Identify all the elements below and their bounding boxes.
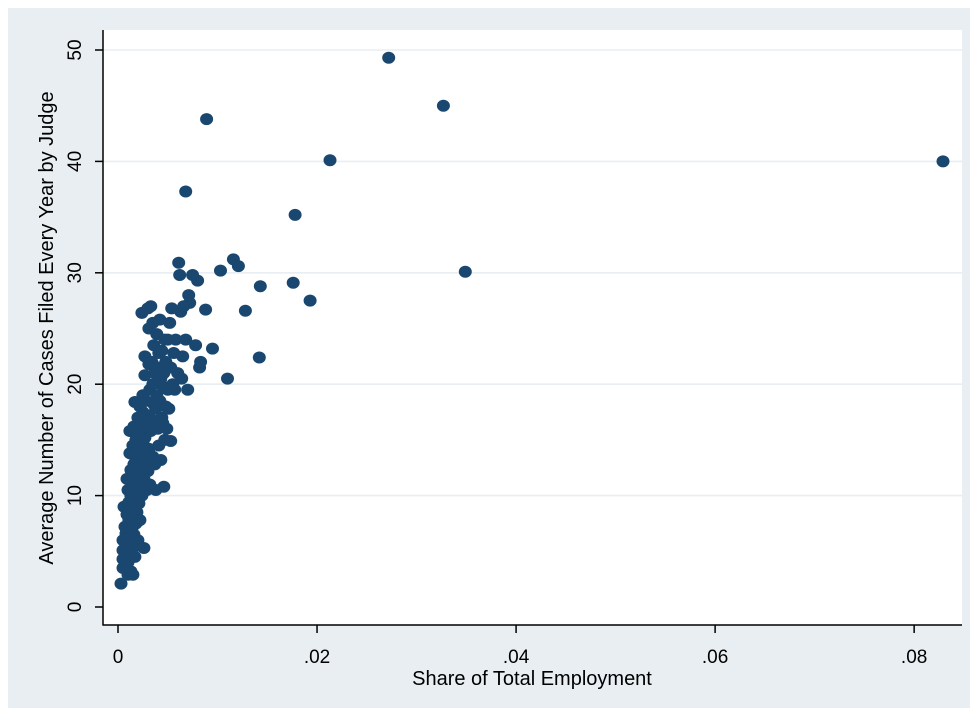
data-point — [160, 422, 174, 435]
y-tick-label: 40 — [65, 151, 86, 172]
data-point — [163, 316, 177, 329]
x-axis-title: Share of Total Employment — [412, 668, 652, 690]
grid-lines — [103, 49, 962, 497]
data-point — [153, 313, 167, 326]
data-point — [288, 208, 302, 221]
data-point — [238, 304, 252, 317]
data-point — [138, 369, 152, 382]
data-point — [458, 265, 472, 278]
data-point — [154, 454, 168, 466]
data-point — [183, 296, 197, 309]
data-point — [155, 344, 169, 357]
data-point — [436, 99, 450, 112]
data-point — [194, 355, 208, 368]
data-point — [126, 568, 140, 581]
data-point — [145, 413, 159, 426]
data-point — [157, 480, 171, 493]
data-point — [323, 154, 337, 167]
data-point — [199, 303, 213, 316]
data-point — [114, 577, 128, 590]
x-tick-label: .06 — [702, 647, 728, 668]
data-point — [169, 333, 183, 346]
data-point — [252, 351, 266, 364]
data-point — [221, 372, 234, 385]
scatter-points — [114, 51, 950, 590]
x-tick-label: .02 — [304, 647, 330, 668]
y-axis-title: Average Number of Cases Filed Every Year… — [36, 91, 58, 564]
data-point — [253, 280, 267, 293]
data-point — [162, 402, 176, 415]
data-point — [128, 550, 142, 563]
data-point — [137, 542, 151, 554]
x-tick-label: .04 — [503, 647, 530, 668]
data-point — [172, 256, 186, 269]
data-point — [179, 185, 193, 198]
data-point — [175, 372, 189, 385]
data-point — [286, 276, 300, 289]
data-point — [382, 51, 396, 64]
data-point — [206, 342, 219, 355]
x-tick-label: 0 — [113, 647, 124, 668]
axes: 0 10 20 30 40 50 0 .02 .04 .06 .08 — [65, 30, 962, 668]
data-point — [200, 113, 214, 126]
data-point — [936, 155, 950, 168]
data-point — [173, 269, 187, 281]
y-tick-label: 10 — [65, 485, 86, 506]
data-point — [176, 350, 190, 363]
plot-area — [103, 30, 962, 625]
data-point — [191, 274, 205, 287]
y-tick-label: 0 — [65, 602, 86, 613]
data-point — [164, 435, 178, 447]
y-tick-label: 20 — [65, 374, 86, 395]
x-tick-label: .08 — [901, 647, 927, 668]
data-point — [168, 383, 182, 396]
data-point — [144, 300, 158, 313]
data-point — [189, 339, 203, 352]
data-point — [231, 260, 245, 273]
data-point — [179, 333, 193, 346]
data-point — [133, 514, 147, 527]
data-point — [214, 264, 227, 277]
y-tick-label: 50 — [65, 39, 86, 60]
data-point — [303, 294, 317, 307]
y-tick-label: 30 — [65, 262, 86, 283]
data-point — [181, 383, 195, 396]
